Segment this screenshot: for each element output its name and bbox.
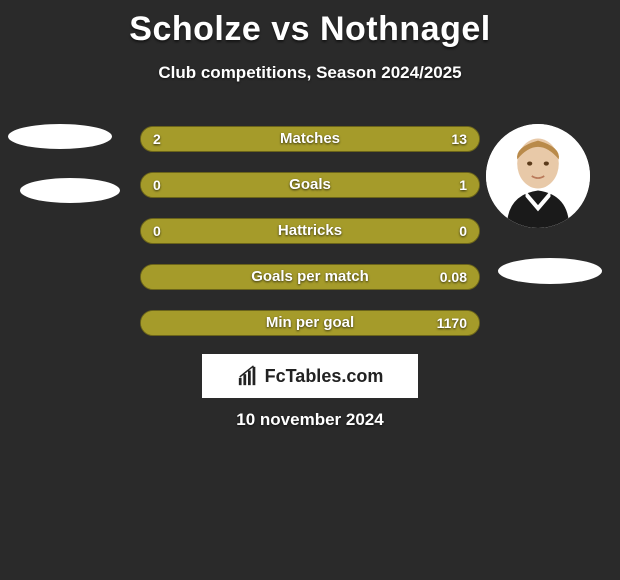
stat-value-right: 1170 [437,311,467,335]
stat-label: Min per goal [141,311,479,335]
stat-value-right: 0.08 [440,265,467,289]
avatar-left-placeholder-2 [20,178,120,203]
stat-row: Min per goal1170 [140,310,480,336]
stat-label: Hattricks [141,219,479,243]
stat-row: 0Goals1 [140,172,480,198]
stat-value-right: 0 [459,219,467,243]
stat-row: 0Hattricks0 [140,218,480,244]
avatar-left-placeholder [8,124,112,149]
comparison-card: Scholze vs Nothnagel Club competitions, … [0,0,620,580]
player-photo-icon [486,124,590,228]
stat-label: Goals [141,173,479,197]
page-subtitle: Club competitions, Season 2024/2025 [0,63,620,83]
page-title: Scholze vs Nothnagel [0,0,620,49]
avatar-right [486,124,590,228]
source-logo-text: FcTables.com [265,366,384,387]
stat-value-right: 13 [451,127,467,151]
stat-value-right: 1 [459,173,467,197]
chart-icon [237,365,259,387]
stat-label: Matches [141,127,479,151]
stat-label: Goals per match [141,265,479,289]
snapshot-date: 10 november 2024 [0,410,620,430]
stat-row: Goals per match0.08 [140,264,480,290]
stats-table: 2Matches130Goals10Hattricks0Goals per ma… [140,126,480,356]
avatar-right-placeholder [498,258,602,284]
source-logo-box: FcTables.com [202,354,418,398]
stat-row: 2Matches13 [140,126,480,152]
